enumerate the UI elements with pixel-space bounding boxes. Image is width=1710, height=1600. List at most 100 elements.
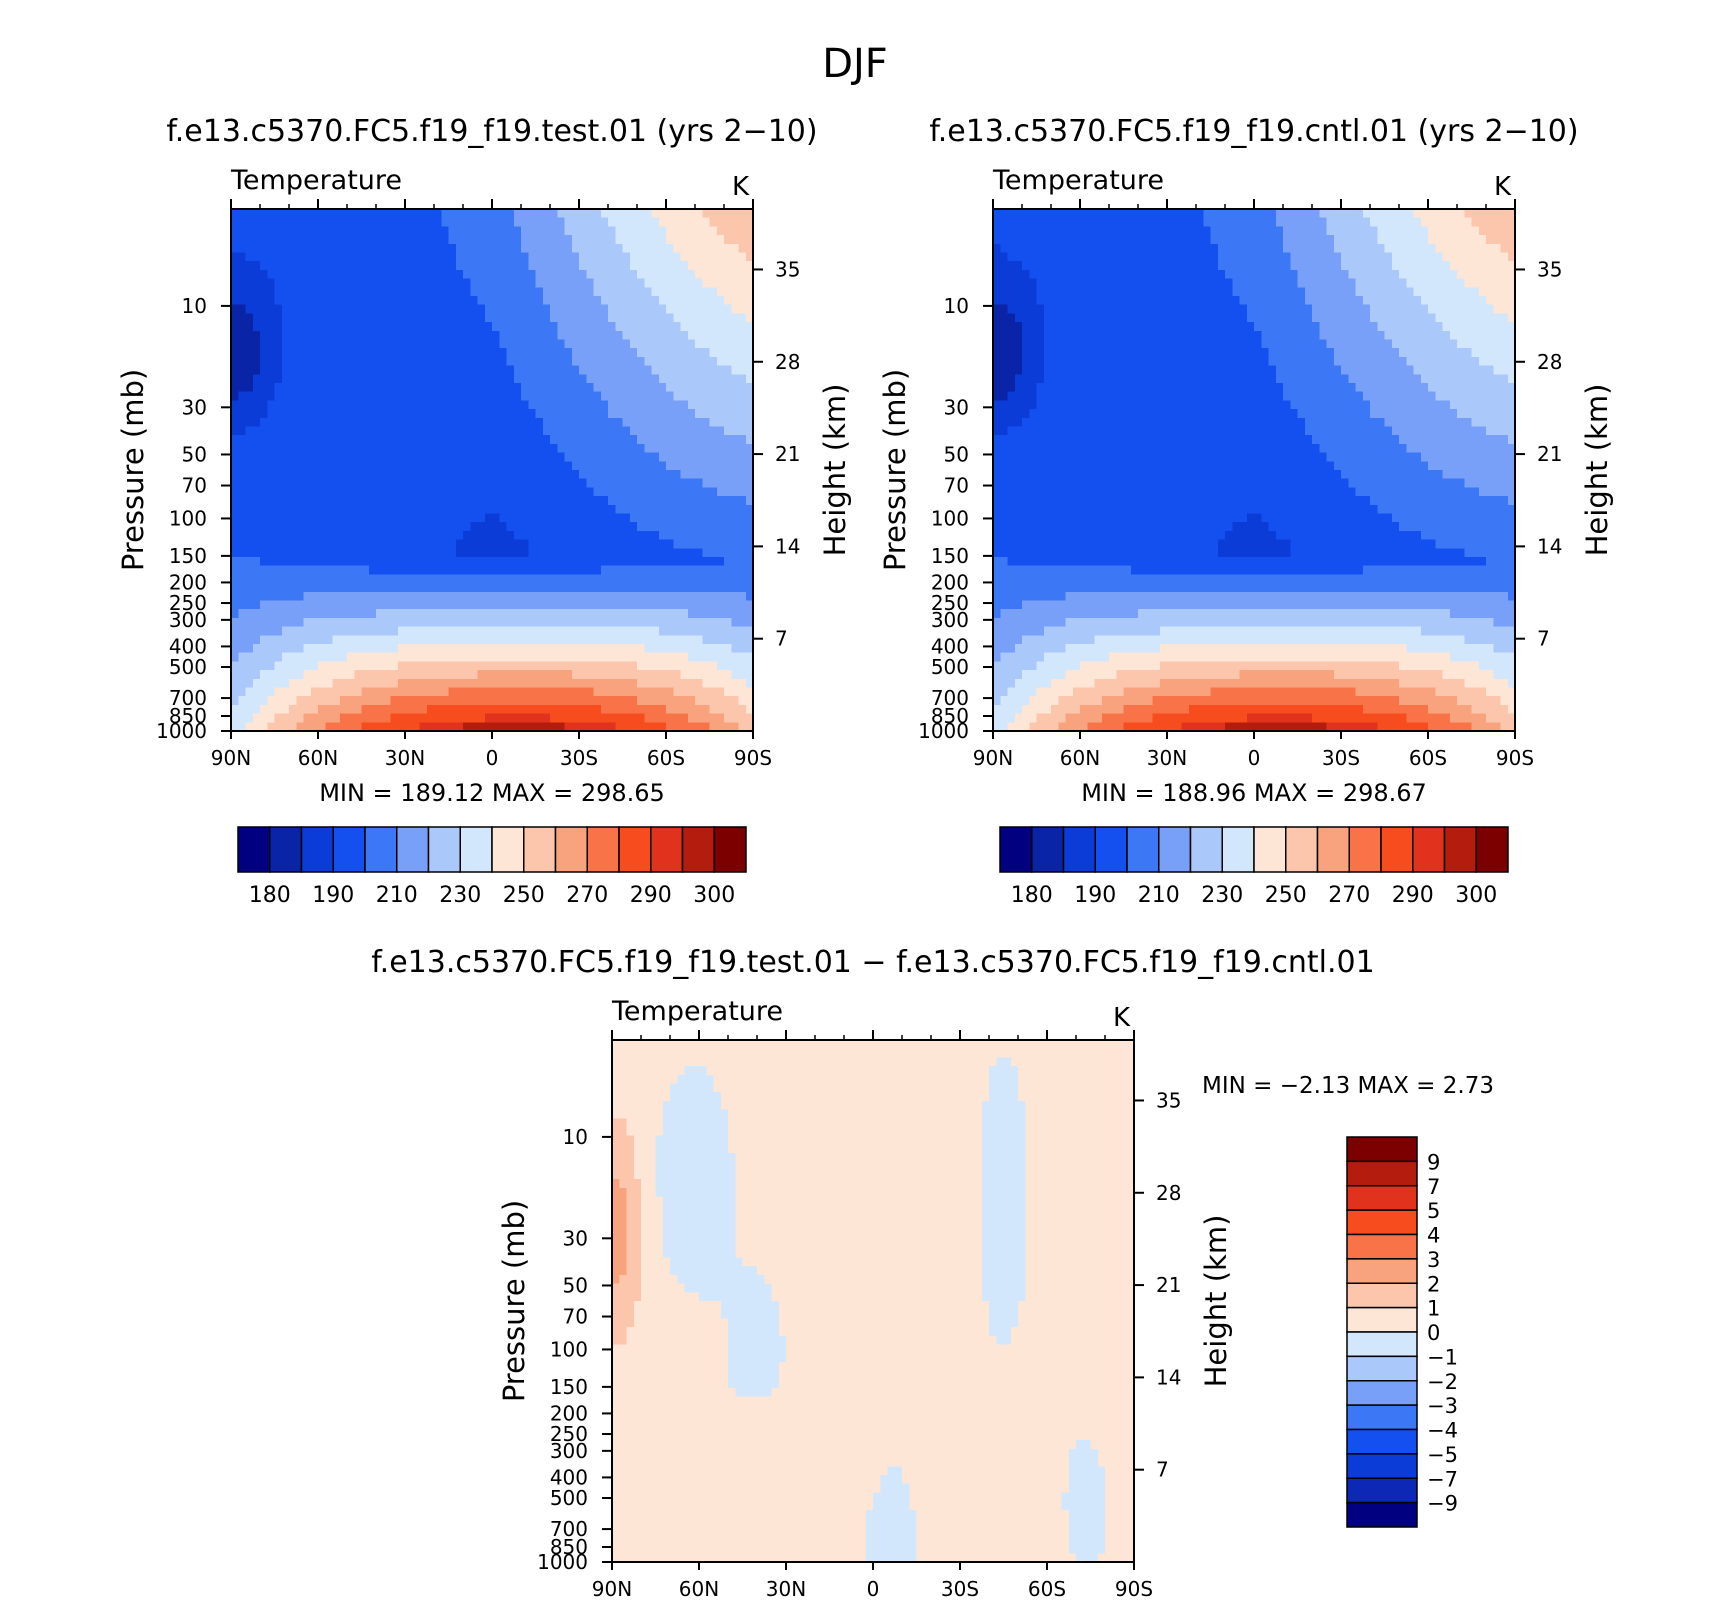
contour-cell	[745, 409, 754, 419]
contour-cell	[441, 461, 450, 471]
contour-cell	[557, 269, 566, 280]
contour-cell	[550, 504, 558, 515]
contour-cell	[1246, 261, 1255, 271]
contour-cell	[455, 269, 464, 280]
contour-cell	[426, 530, 435, 541]
contour-cell	[383, 670, 392, 680]
contour-cell	[579, 557, 587, 567]
contour-cell	[564, 504, 573, 515]
contour-cell	[600, 609, 609, 619]
contour-cell	[441, 226, 450, 236]
contour-cell	[1435, 209, 1444, 219]
contour-cell	[557, 522, 566, 532]
contour-cell	[600, 243, 609, 254]
contour-cell	[666, 557, 674, 567]
contour-cell	[310, 557, 319, 567]
contour-cell	[535, 287, 544, 297]
contour-cell	[1196, 226, 1204, 236]
contour-cell	[339, 348, 348, 358]
contour-cell	[267, 600, 276, 610]
contour-cell	[368, 678, 377, 689]
contour-cell	[339, 226, 348, 236]
contour-cell	[513, 513, 522, 523]
contour-cell	[361, 426, 370, 436]
contour-cell	[629, 409, 638, 419]
contour-cell	[542, 661, 551, 671]
contour-cell	[231, 287, 239, 297]
contour-cell	[1130, 269, 1139, 280]
contour-cell	[608, 522, 616, 532]
contour-cell	[615, 383, 624, 393]
contour-cell	[629, 704, 638, 715]
contour-cell	[477, 522, 486, 532]
contour-cell	[332, 565, 341, 575]
contour-cell	[579, 661, 587, 671]
contour-cell	[1007, 252, 1016, 262]
contour-cell	[347, 626, 355, 636]
contour-cell	[716, 626, 725, 636]
contour-cell	[1348, 209, 1357, 219]
contour-cell	[673, 696, 682, 706]
contour-cell	[586, 470, 595, 480]
contour-cell	[535, 452, 544, 462]
contour-cell	[615, 600, 624, 610]
contour-cell	[1058, 243, 1067, 254]
contour-cell	[1413, 226, 1422, 236]
contour-cell	[731, 269, 740, 280]
contour-cell	[1442, 209, 1451, 219]
contour-cell	[1399, 235, 1407, 245]
contour-cell	[463, 530, 471, 541]
contour-cell	[354, 383, 363, 393]
contour-cell	[332, 670, 341, 680]
contour-cell	[513, 713, 522, 723]
contour-cell	[1457, 243, 1465, 254]
contour-cell	[477, 365, 486, 375]
contour-cell	[1065, 209, 1074, 219]
contour-cell	[426, 217, 435, 227]
contour-cell	[252, 217, 261, 227]
contour-cell	[419, 235, 428, 245]
contour-cell	[412, 513, 421, 523]
contour-cell	[463, 356, 471, 367]
contour-cell	[1261, 209, 1270, 219]
contour-cell	[738, 670, 747, 680]
contour-cell	[622, 217, 631, 227]
contour-cell	[644, 435, 653, 445]
contour-cell	[267, 635, 276, 645]
contour-cell	[658, 617, 667, 628]
contour-cell	[644, 209, 653, 219]
contour-cell	[267, 330, 276, 341]
contour-cell	[637, 617, 645, 628]
panel-units-label: K	[1494, 172, 1512, 202]
contour-cell	[318, 348, 326, 358]
contour-cell	[550, 652, 558, 662]
contour-cell	[564, 226, 573, 236]
contour-cell	[1283, 209, 1291, 219]
contour-cell	[252, 504, 261, 515]
contour-cell	[528, 539, 537, 549]
contour-cell	[629, 252, 638, 262]
contour-cell	[332, 391, 341, 401]
contour-cell	[695, 217, 703, 227]
contour-cell	[993, 261, 1001, 271]
contour-cell	[644, 443, 653, 454]
contour-cell	[325, 522, 334, 532]
contour-cell	[455, 722, 464, 732]
contour-cell	[434, 557, 442, 567]
contour-cell	[376, 409, 384, 419]
contour-cell	[666, 617, 674, 628]
contour-cell	[318, 670, 326, 680]
contour-cell	[535, 443, 544, 454]
contour-cell	[687, 409, 696, 419]
contour-cell	[405, 583, 413, 593]
contour-cell	[637, 287, 645, 297]
contour-cell	[354, 609, 363, 619]
contour-cell	[702, 226, 711, 236]
contour-cell	[571, 217, 580, 227]
contour-cell	[441, 713, 450, 723]
contour-cell	[368, 313, 377, 323]
contour-cell	[434, 487, 442, 497]
contour-cell	[1428, 261, 1436, 271]
contour-cell	[1152, 217, 1161, 227]
contour-cell	[289, 243, 297, 254]
